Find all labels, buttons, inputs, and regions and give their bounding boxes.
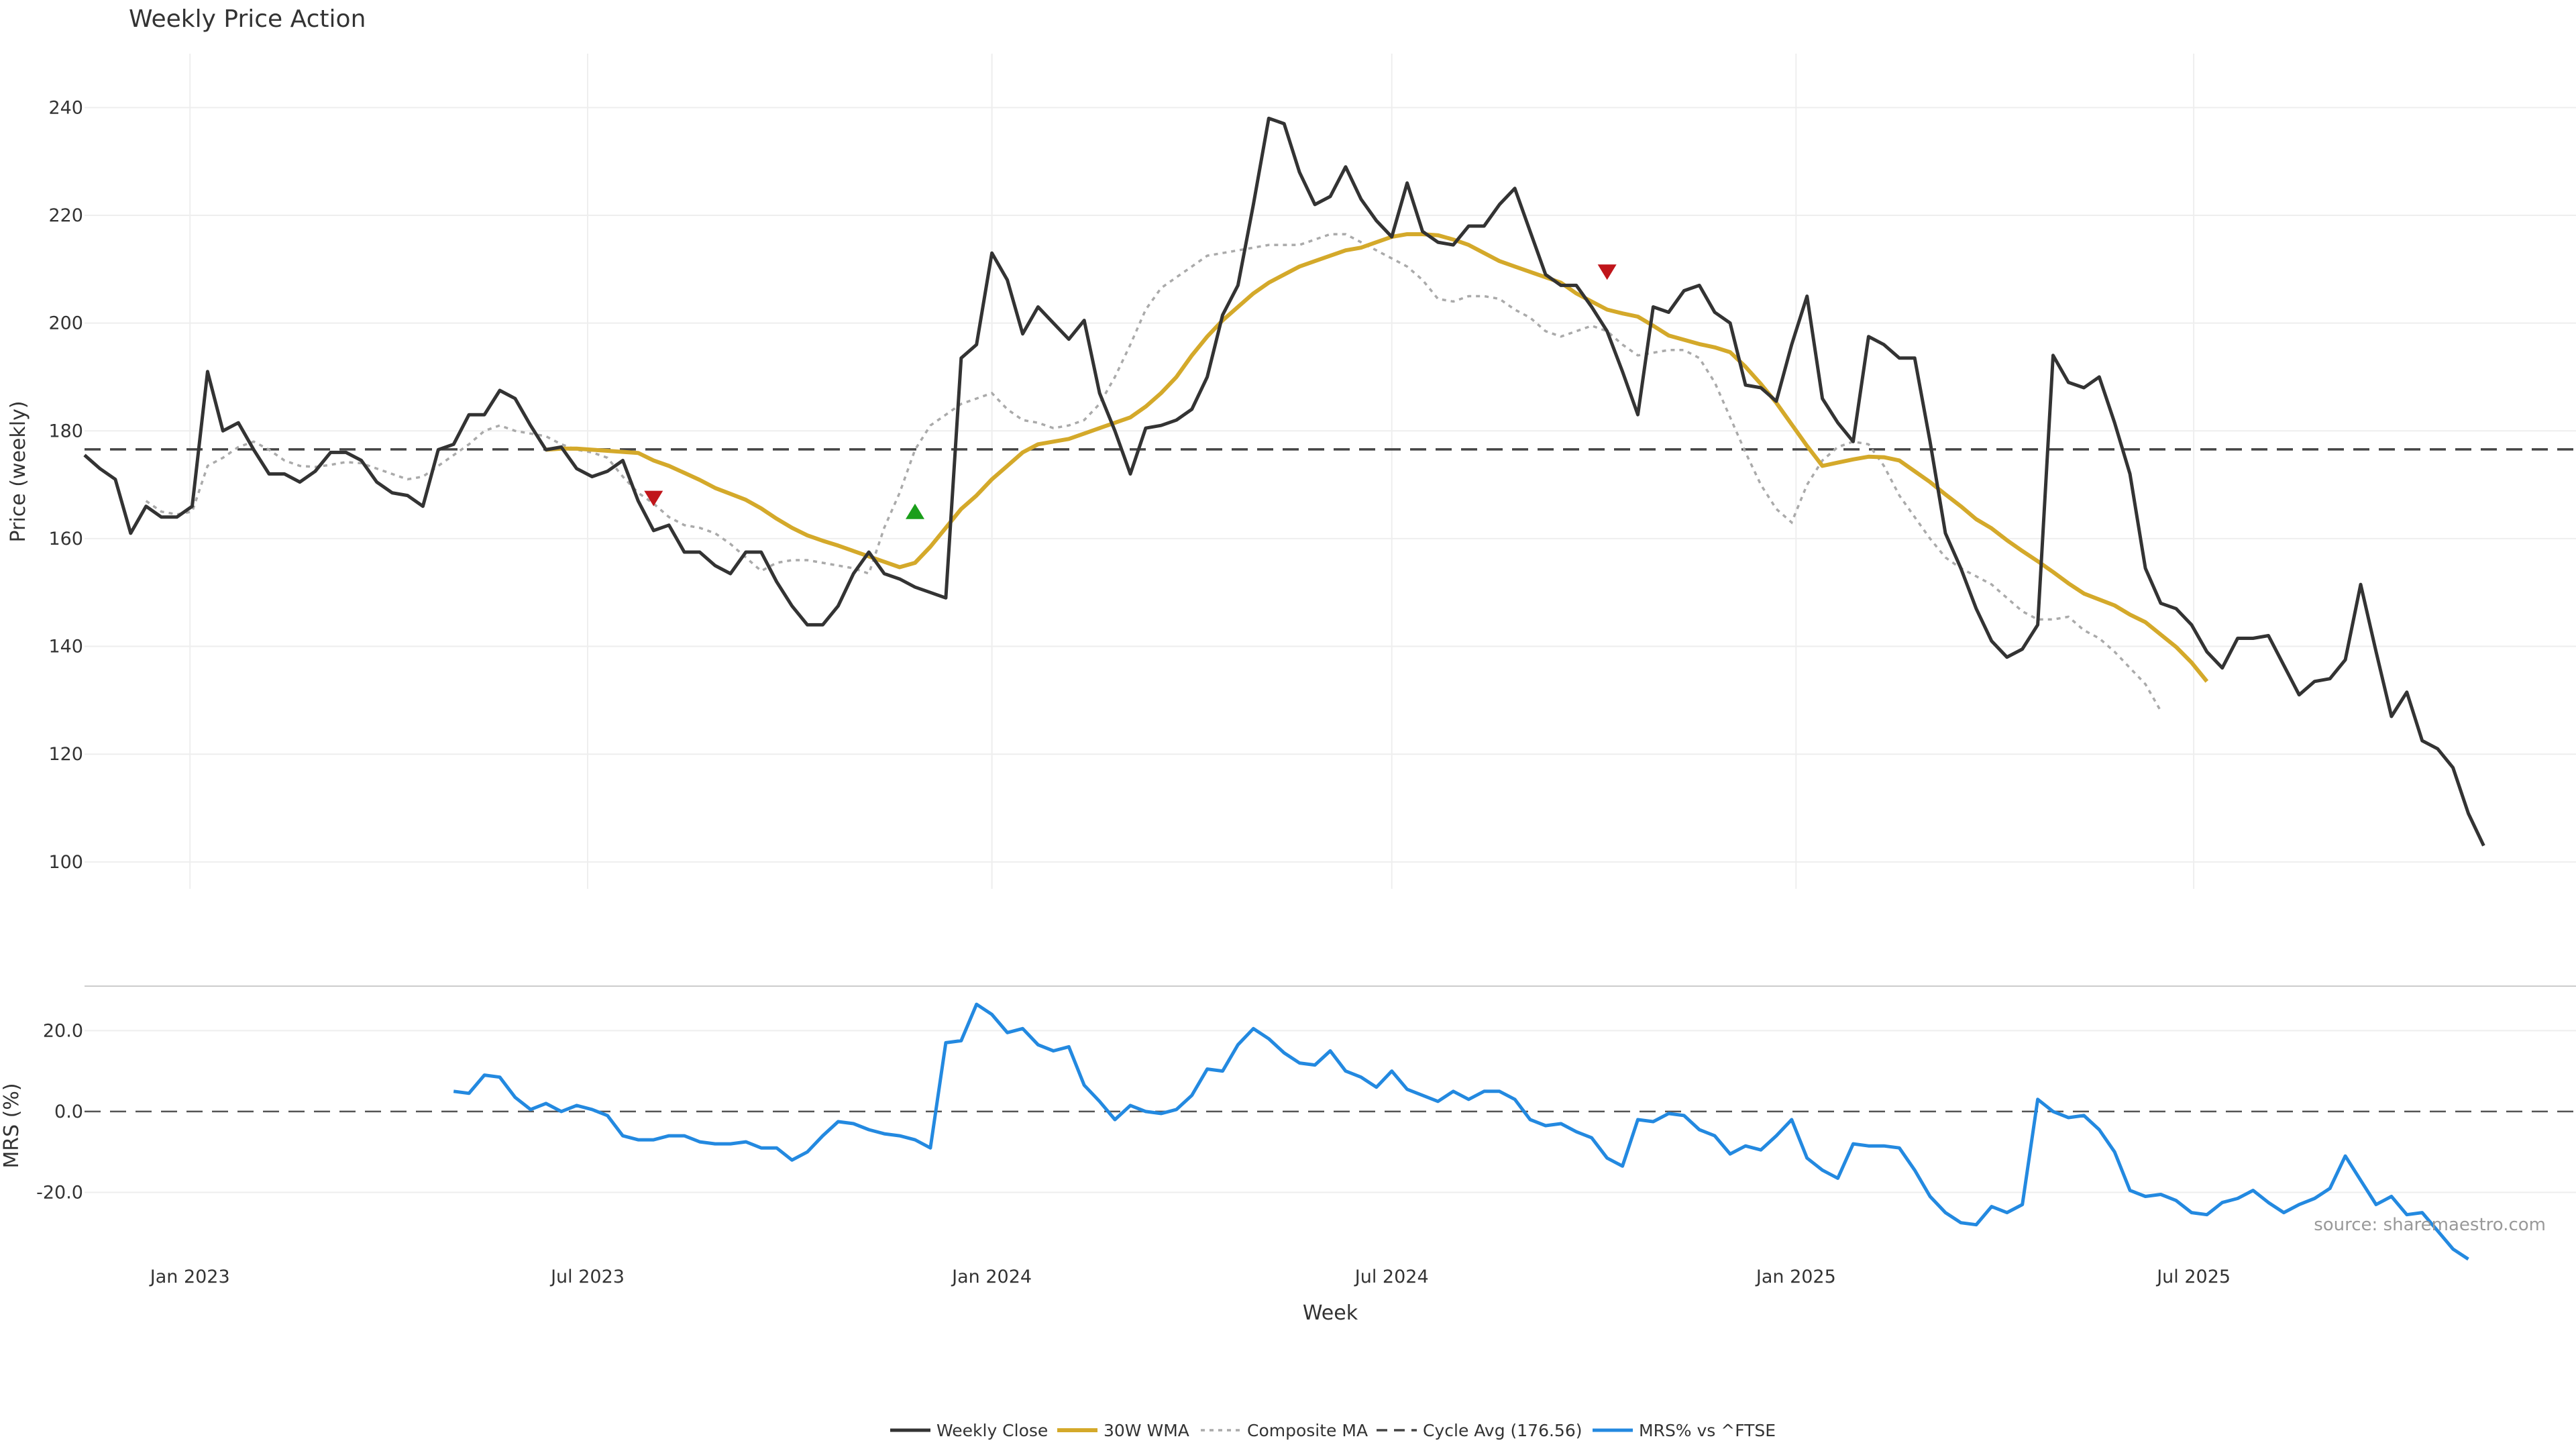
legend-item-composite: Composite MA xyxy=(1201,1421,1368,1440)
mrs-line xyxy=(453,1002,2469,1261)
legend-label-wma: 30W WMA xyxy=(1104,1421,1189,1440)
x-tick-label: Jul 2025 xyxy=(2155,1267,2231,1287)
x-tick-label: Jan 2024 xyxy=(951,1267,1032,1287)
price-y-tick-label: 200 xyxy=(48,313,83,334)
legend-label-mrs: MRS% vs ^FTSE xyxy=(1639,1421,1776,1440)
x-axis-title: Week xyxy=(1303,1301,1358,1325)
price-y-tick-label: 240 xyxy=(48,97,83,118)
price-y-tick-label: 220 xyxy=(48,205,83,226)
mrs-panel-grid xyxy=(85,1030,2576,1193)
x-tick-label: Jul 2023 xyxy=(549,1267,625,1287)
price-y-tick-label: 160 xyxy=(48,529,83,549)
legend-item-wma: 30W WMA xyxy=(1057,1421,1189,1440)
x-tick-label: Jul 2024 xyxy=(1354,1267,1429,1287)
sell-signal-marker xyxy=(644,490,663,506)
price-y-tick-label: 120 xyxy=(48,744,83,765)
price-y-tick-label: 100 xyxy=(48,852,83,873)
price-y-tick-label: 140 xyxy=(48,637,83,657)
wma-30w-line xyxy=(545,232,2209,683)
composite-ma-line xyxy=(145,233,2162,712)
buy-signal-marker xyxy=(906,503,924,519)
mrs-axis-title: MRS (%) xyxy=(0,1083,23,1168)
legend-item-close: Weekly Close xyxy=(890,1421,1048,1440)
price-axis-title: Price (weekly) xyxy=(7,400,30,542)
legend-item-cycle: Cycle Avg (176.56) xyxy=(1377,1421,1582,1440)
mrs-y-axis-ticks: 20.0 0.0 -20.0 xyxy=(36,1020,83,1203)
chart-title: Weekly Price Action xyxy=(129,5,366,33)
mrs-y-tick-label: -20.0 xyxy=(36,1183,83,1203)
mrs-y-tick-label: 20.0 xyxy=(43,1020,83,1041)
x-tick-label: Jan 2023 xyxy=(149,1267,230,1287)
price-y-axis-ticks: 100 120 140 160 180 200 220 240 xyxy=(48,97,83,873)
legend-label-cycle: Cycle Avg (176.56) xyxy=(1423,1421,1582,1440)
sell-signal-marker xyxy=(1597,264,1617,280)
legend-item-mrs: MRS% vs ^FTSE xyxy=(1593,1421,1776,1440)
legend-label-close: Weekly Close xyxy=(936,1421,1048,1440)
source-note: source: sharemaestro.com xyxy=(2314,1215,2546,1235)
x-axis-ticks: Jan 2023 Jul 2023 Jan 2024 Jul 2024 Jan 2025… xyxy=(149,1267,2231,1287)
price-panel-grid xyxy=(85,54,2576,889)
mrs-y-tick-label: 0.0 xyxy=(54,1102,83,1122)
legend: Weekly Close 30W WMA Composite MA Cycle … xyxy=(890,1421,1776,1440)
legend-label-composite: Composite MA xyxy=(1247,1421,1368,1440)
signal-markers xyxy=(644,264,1617,519)
weekly-close-line xyxy=(83,116,2485,847)
price-y-tick-label: 180 xyxy=(48,421,83,441)
x-tick-label: Jan 2025 xyxy=(1755,1267,1836,1287)
